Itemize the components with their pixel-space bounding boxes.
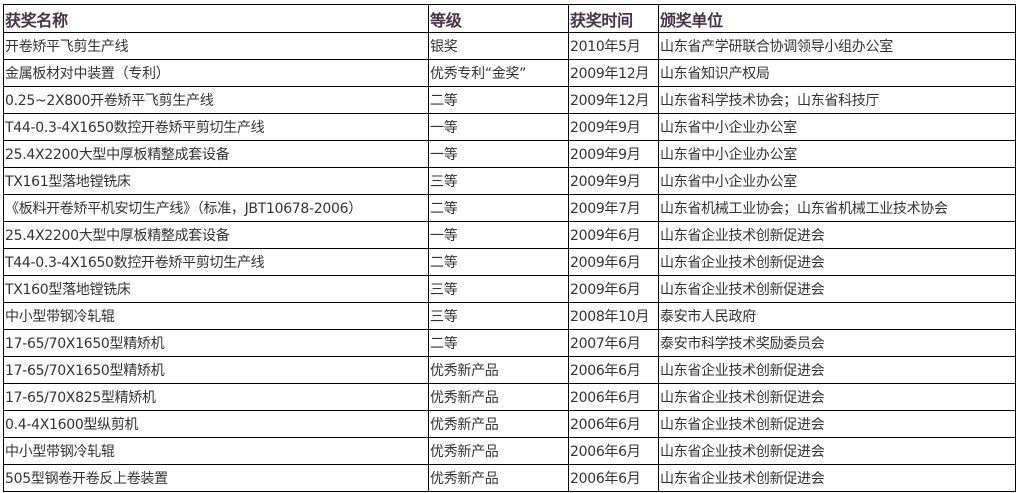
cell-grade: 优秀新产品 [428,410,569,438]
cell-issuer: 山东省企业技术创新促进会 [658,221,1016,249]
cell-issuer: 山东省企业技术创新促进会 [658,248,1016,276]
table-row: 17-65/70X825型精矫机 优秀新产品 2006年6月 山东省企业技术创新促进会 [3,383,1016,411]
cell-award-date: 2008年10月 [568,302,659,330]
awards-table: 获奖名称 等级 获奖时间 颁奖单位 开卷矫平飞剪生产线 银奖 2010年5月 山东省产… [3,4,1016,492]
header-grade: 等级 [428,4,569,33]
cell-grade: 优秀新产品 [428,383,569,411]
table-row: 0.25~2X800开卷矫平飞剪生产线 二等 2009年12月 山东省科学技术协会；山… [3,86,1016,114]
cell-award-date: 2007年6月 [568,329,659,357]
cell-award-name: 中小型带钢冷轧辊 [3,437,429,465]
table-row: 中小型带钢冷轧辊 优秀新产品 2006年6月 山东省企业技术创新促进会 [3,437,1016,465]
cell-award-name: TX160型落地镗铣床 [3,275,429,303]
table-row: 25.4X2200大型中厚板精整成套设备 一等 2009年9月 山东省中小企业办公室 [3,140,1016,168]
table-row: TX160型落地镗铣床 三等 2009年6月 山东省企业技术创新促进会 [3,275,1016,303]
cell-award-date: 2006年6月 [568,356,659,384]
cell-grade: 一等 [428,140,569,168]
cell-issuer: 山东省企业技术创新促进会 [658,383,1016,411]
cell-award-date: 2006年6月 [568,437,659,465]
cell-award-name: 开卷矫平飞剪生产线 [3,32,429,60]
table-row: 17-65/70X1650型精矫机 优秀新产品 2006年6月 山东省企业技术创新促进… [3,356,1016,384]
cell-award-name: 25.4X2200大型中厚板精整成套设备 [3,140,429,168]
cell-issuer: 泰安市人民政府 [658,302,1016,330]
table-row: T44-0.3-4X1650数控开卷矫平剪切生产线 二等 2009年6月 山东省企业技… [3,248,1016,276]
cell-award-name: T44-0.3-4X1650数控开卷矫平剪切生产线 [3,248,429,276]
header-issuer: 颁奖单位 [658,4,1016,33]
cell-grade: 银奖 [428,32,569,60]
cell-grade: 三等 [428,302,569,330]
cell-award-date: 2006年6月 [568,383,659,411]
cell-issuer: 山东省产学研联合协调领导小组办公室 [658,32,1016,60]
cell-award-name: 金属板材对中装置（专利） [3,59,429,87]
cell-award-name: 《板料开卷矫平机安切生产线》（标准，JBT10678-2006） [3,194,429,222]
cell-grade: 二等 [428,194,569,222]
cell-award-name: 17-65/70X825型精矫机 [3,383,429,411]
cell-issuer: 山东省机械工业协会；山东省机械工业技术协会 [658,194,1016,222]
table-header-row: 获奖名称 等级 获奖时间 颁奖单位 [3,4,1016,33]
cell-award-date: 2009年12月 [568,86,659,114]
cell-issuer: 山东省知识产权局 [658,59,1016,87]
cell-issuer: 山东省企业技术创新促进会 [658,275,1016,303]
cell-award-date: 2009年6月 [568,248,659,276]
cell-award-date: 2009年6月 [568,275,659,303]
cell-grade: 二等 [428,329,569,357]
cell-issuer: 山东省中小企业办公室 [658,167,1016,195]
cell-award-date: 2009年9月 [568,140,659,168]
table-row: TX161型落地镗铣床 三等 2009年9月 山东省中小企业办公室 [3,167,1016,195]
cell-issuer: 山东省企业技术创新促进会 [658,437,1016,465]
cell-grade: 优秀新产品 [428,356,569,384]
header-award-name: 获奖名称 [3,4,429,33]
cell-issuer: 山东省科学技术协会；山东省科技厅 [658,86,1016,114]
table-row: 0.4-4X1600型纵剪机 优秀新产品 2006年6月 山东省企业技术创新促进会 [3,410,1016,438]
cell-award-name: 0.25~2X800开卷矫平飞剪生产线 [3,86,429,114]
cell-award-name: 0.4-4X1600型纵剪机 [3,410,429,438]
cell-issuer: 山东省企业技术创新促进会 [658,410,1016,438]
cell-award-name: 25.4X2200大型中厚板精整成套设备 [3,221,429,249]
cell-issuer: 山东省企业技术创新促进会 [658,356,1016,384]
cell-grade: 优秀专利“金奖” [428,59,569,87]
cell-issuer: 泰安市科学技术奖励委员会 [658,329,1016,357]
cell-issuer: 山东省企业技术创新促进会 [658,464,1016,492]
cell-award-name: 17-65/70X1650型精矫机 [3,329,429,357]
table-row: 中小型带钢冷轧辊 三等 2008年10月 泰安市人民政府 [3,302,1016,330]
cell-award-name: TX161型落地镗铣床 [3,167,429,195]
table-row: 505型钢卷开卷反上卷装置 优秀新产品 2006年6月 山东省企业技术创新促进会 [3,464,1016,492]
header-award-date: 获奖时间 [568,4,659,33]
table-row: 《板料开卷矫平机安切生产线》（标准，JBT10678-2006） 二等 2009年7… [3,194,1016,222]
cell-grade: 一等 [428,221,569,249]
cell-grade: 优秀新产品 [428,464,569,492]
cell-grade: 三等 [428,275,569,303]
cell-award-date: 2009年9月 [568,167,659,195]
table-row: T44-0.3-4X1650数控开卷矫平剪切生产线 一等 2009年9月 山东省中小企… [3,113,1016,141]
cell-award-date: 2006年6月 [568,464,659,492]
cell-award-name: 中小型带钢冷轧辊 [3,302,429,330]
table-row: 25.4X2200大型中厚板精整成套设备 一等 2009年6月 山东省企业技术创新促进… [3,221,1016,249]
cell-grade: 二等 [428,248,569,276]
cell-issuer: 山东省中小企业办公室 [658,113,1016,141]
cell-grade: 优秀新产品 [428,437,569,465]
table-row: 开卷矫平飞剪生产线 银奖 2010年5月 山东省产学研联合协调领导小组办公室 [3,32,1016,60]
cell-issuer: 山东省中小企业办公室 [658,140,1016,168]
cell-award-date: 2006年6月 [568,410,659,438]
cell-award-date: 2009年9月 [568,113,659,141]
cell-award-date: 2009年7月 [568,194,659,222]
cell-award-name: T44-0.3-4X1650数控开卷矫平剪切生产线 [3,113,429,141]
cell-grade: 三等 [428,167,569,195]
cell-grade: 二等 [428,86,569,114]
cell-grade: 一等 [428,113,569,141]
cell-award-date: 2010年5月 [568,32,659,60]
cell-award-name: 505型钢卷开卷反上卷装置 [3,464,429,492]
table-row: 17-65/70X1650型精矫机 二等 2007年6月 泰安市科学技术奖励委员会 [3,329,1016,357]
table-row: 金属板材对中装置（专利） 优秀专利“金奖” 2009年12月 山东省知识产权局 [3,59,1016,87]
cell-award-date: 2009年12月 [568,59,659,87]
cell-award-name: 17-65/70X1650型精矫机 [3,356,429,384]
cell-award-date: 2009年6月 [568,221,659,249]
